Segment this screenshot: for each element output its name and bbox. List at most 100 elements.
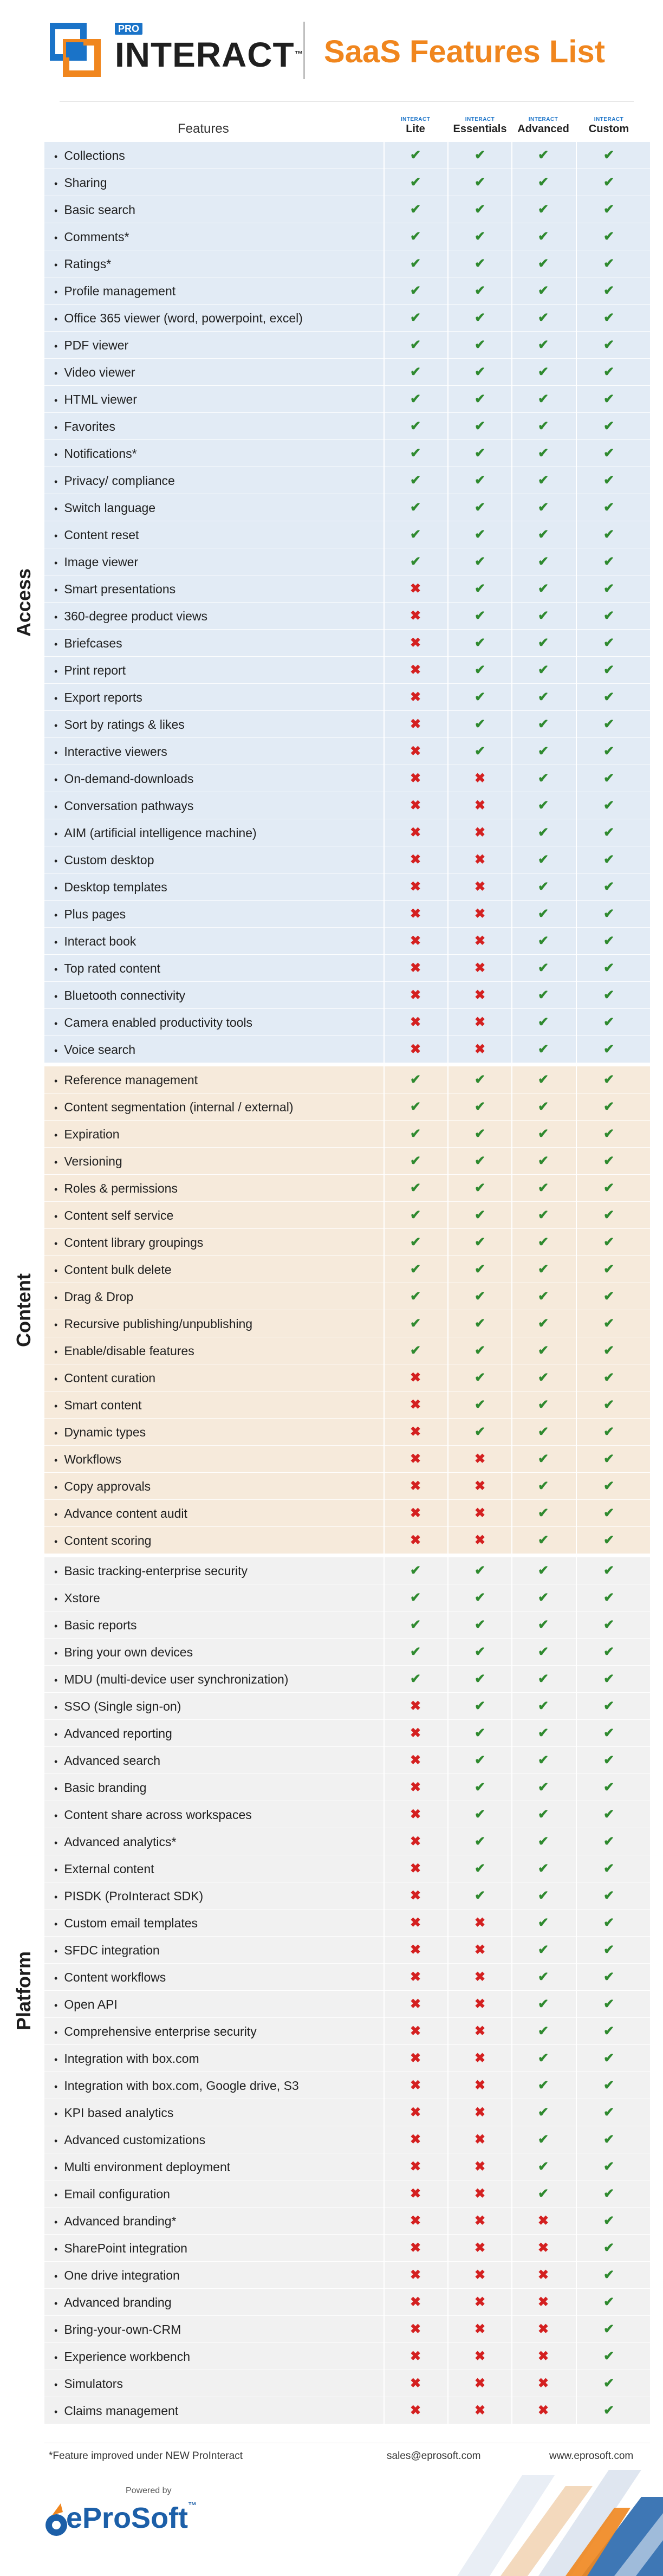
check-icon-essentials: ✔ [474, 1590, 486, 1605]
cross-icon-essentials: ✖ [474, 2376, 486, 2391]
check-icon-custom: ✔ [603, 473, 615, 488]
check-icon-essentials: ✔ [474, 1397, 486, 1412]
feature-name: Basic reports [54, 1611, 136, 1639]
cross-icon-lite: ✖ [410, 961, 421, 975]
table-row: Basic branding ✖ ✔ ✔ ✔ [0, 1774, 663, 1801]
check-icon-custom: ✔ [603, 879, 615, 894]
cross-icon-essentials: ✖ [474, 879, 486, 894]
feature-name: HTML viewer [54, 386, 137, 413]
cross-icon-lite: ✖ [410, 934, 421, 948]
check-icon-custom: ✔ [603, 419, 615, 433]
check-icon-lite: ✔ [410, 229, 421, 244]
table-row: Integration with box.com, Google drive, … [0, 2072, 663, 2099]
check-icon-advanced: ✔ [537, 500, 549, 515]
check-icon-advanced: ✔ [537, 1780, 549, 1795]
page-header: PRO INTERACT™ SaaS Features List [0, 0, 663, 108]
pro-badge: PRO [115, 23, 143, 35]
check-icon-custom: ✔ [603, 825, 615, 840]
check-icon-custom: ✔ [603, 1970, 615, 1984]
check-icon-essentials: ✔ [474, 1343, 486, 1358]
table-row: SSO (Single sign-on) ✖ ✔ ✔ ✔ [0, 1693, 663, 1720]
check-icon-custom: ✔ [603, 636, 615, 650]
column-divider [576, 142, 577, 1063]
feature-name: Privacy/ compliance [54, 467, 175, 494]
check-icon-essentials: ✔ [474, 1645, 486, 1659]
feature-name: Dynamic types [54, 1419, 146, 1446]
check-icon-lite: ✔ [410, 1154, 421, 1168]
check-icon-lite: ✔ [410, 1235, 421, 1250]
check-icon-advanced: ✔ [537, 609, 549, 623]
check-icon-lite: ✔ [410, 554, 421, 569]
tier-name: Custom [588, 123, 629, 135]
tier-name: Advanced [517, 123, 569, 135]
feature-name: Sort by ratings & likes [54, 711, 184, 738]
table-row: Content segmentation (internal / externa… [0, 1093, 663, 1121]
cross-icon-advanced: ✖ [537, 2241, 549, 2255]
table-row: Advanced branding ✖ ✖ ✖ ✔ [0, 2289, 663, 2316]
table-row: KPI based analytics ✖ ✖ ✔ ✔ [0, 2099, 663, 2126]
check-icon-custom: ✔ [603, 1617, 615, 1632]
cross-icon-essentials: ✖ [474, 2349, 486, 2364]
check-icon-advanced: ✔ [537, 1970, 549, 1984]
table-row: Sharing ✔ ✔ ✔ ✔ [0, 169, 663, 196]
feature-name: Camera enabled productivity tools [54, 1009, 252, 1036]
cross-icon-lite: ✖ [410, 2078, 421, 2093]
check-icon-custom: ✔ [603, 1154, 615, 1168]
check-icon-advanced: ✔ [537, 1316, 549, 1331]
table-row: Interactive viewers ✖ ✔ ✔ ✔ [0, 738, 663, 765]
check-icon-advanced: ✔ [537, 1807, 549, 1822]
check-icon-lite: ✔ [410, 392, 421, 406]
feature-name: 360-degree product views [54, 603, 207, 630]
check-icon-custom: ✔ [603, 717, 615, 732]
check-icon-custom: ✔ [603, 2268, 615, 2282]
check-icon-advanced: ✔ [537, 798, 549, 813]
check-icon-custom: ✔ [603, 500, 615, 515]
feature-name: On-demand-downloads [54, 765, 193, 792]
check-icon-essentials: ✔ [474, 1807, 486, 1822]
table-row: Advanced analytics* ✖ ✔ ✔ ✔ [0, 1828, 663, 1855]
check-icon-lite: ✔ [410, 1590, 421, 1605]
column-divider [447, 1066, 448, 1554]
table-row: Integration with box.com ✖ ✖ ✔ ✔ [0, 2045, 663, 2072]
check-icon-custom: ✔ [603, 1343, 615, 1358]
check-icon-custom: ✔ [603, 798, 615, 813]
check-icon-essentials: ✔ [474, 1726, 486, 1740]
table-row: Content scoring ✖ ✖ ✔ ✔ [0, 1527, 663, 1554]
check-icon-custom: ✔ [603, 988, 615, 1002]
table-row: Conversation pathways ✖ ✖ ✔ ✔ [0, 792, 663, 819]
check-icon-essentials: ✔ [474, 229, 486, 244]
check-icon-advanced: ✔ [537, 1235, 549, 1250]
check-icon-advanced: ✔ [537, 2159, 549, 2174]
feature-name: Notifications* [54, 440, 136, 467]
check-icon-custom: ✔ [603, 1807, 615, 1822]
logo-wordmark: INTERACT [115, 35, 295, 74]
check-icon-essentials: ✔ [474, 1753, 486, 1768]
check-icon-custom: ✔ [603, 1235, 615, 1250]
feature-name: Experience workbench [54, 2343, 190, 2370]
table-row: Sort by ratings & likes ✖ ✔ ✔ ✔ [0, 711, 663, 738]
cross-icon-essentials: ✖ [474, 852, 486, 867]
check-icon-essentials: ✔ [474, 500, 486, 515]
cross-icon-lite: ✖ [410, 2295, 421, 2309]
cross-icon-lite: ✖ [410, 907, 421, 921]
check-icon-essentials: ✔ [474, 1861, 486, 1876]
cross-icon-essentials: ✖ [474, 1479, 486, 1493]
check-icon-advanced: ✔ [537, 1127, 549, 1141]
cross-icon-lite: ✖ [410, 879, 421, 894]
check-icon-custom: ✔ [603, 1452, 615, 1466]
table-row: Briefcases ✖ ✔ ✔ ✔ [0, 630, 663, 657]
check-icon-essentials: ✔ [474, 1672, 486, 1686]
check-icon-custom: ✔ [603, 1753, 615, 1768]
table-row: SharePoint integration ✖ ✖ ✖ ✔ [0, 2235, 663, 2262]
check-icon-advanced: ✔ [537, 419, 549, 433]
check-icon-custom: ✔ [603, 2295, 615, 2309]
table-row: Advanced reporting ✖ ✔ ✔ ✔ [0, 1720, 663, 1747]
feature-name: Advanced analytics* [54, 1828, 176, 1855]
cross-icon-essentials: ✖ [474, 2024, 486, 2038]
feature-name: Voice search [54, 1036, 135, 1063]
cross-icon-lite: ✖ [410, 581, 421, 596]
check-icon-essentials: ✔ [474, 527, 486, 542]
check-icon-advanced: ✔ [537, 1617, 549, 1632]
feature-name: Plus pages [54, 901, 126, 928]
check-icon-essentials: ✔ [474, 554, 486, 569]
